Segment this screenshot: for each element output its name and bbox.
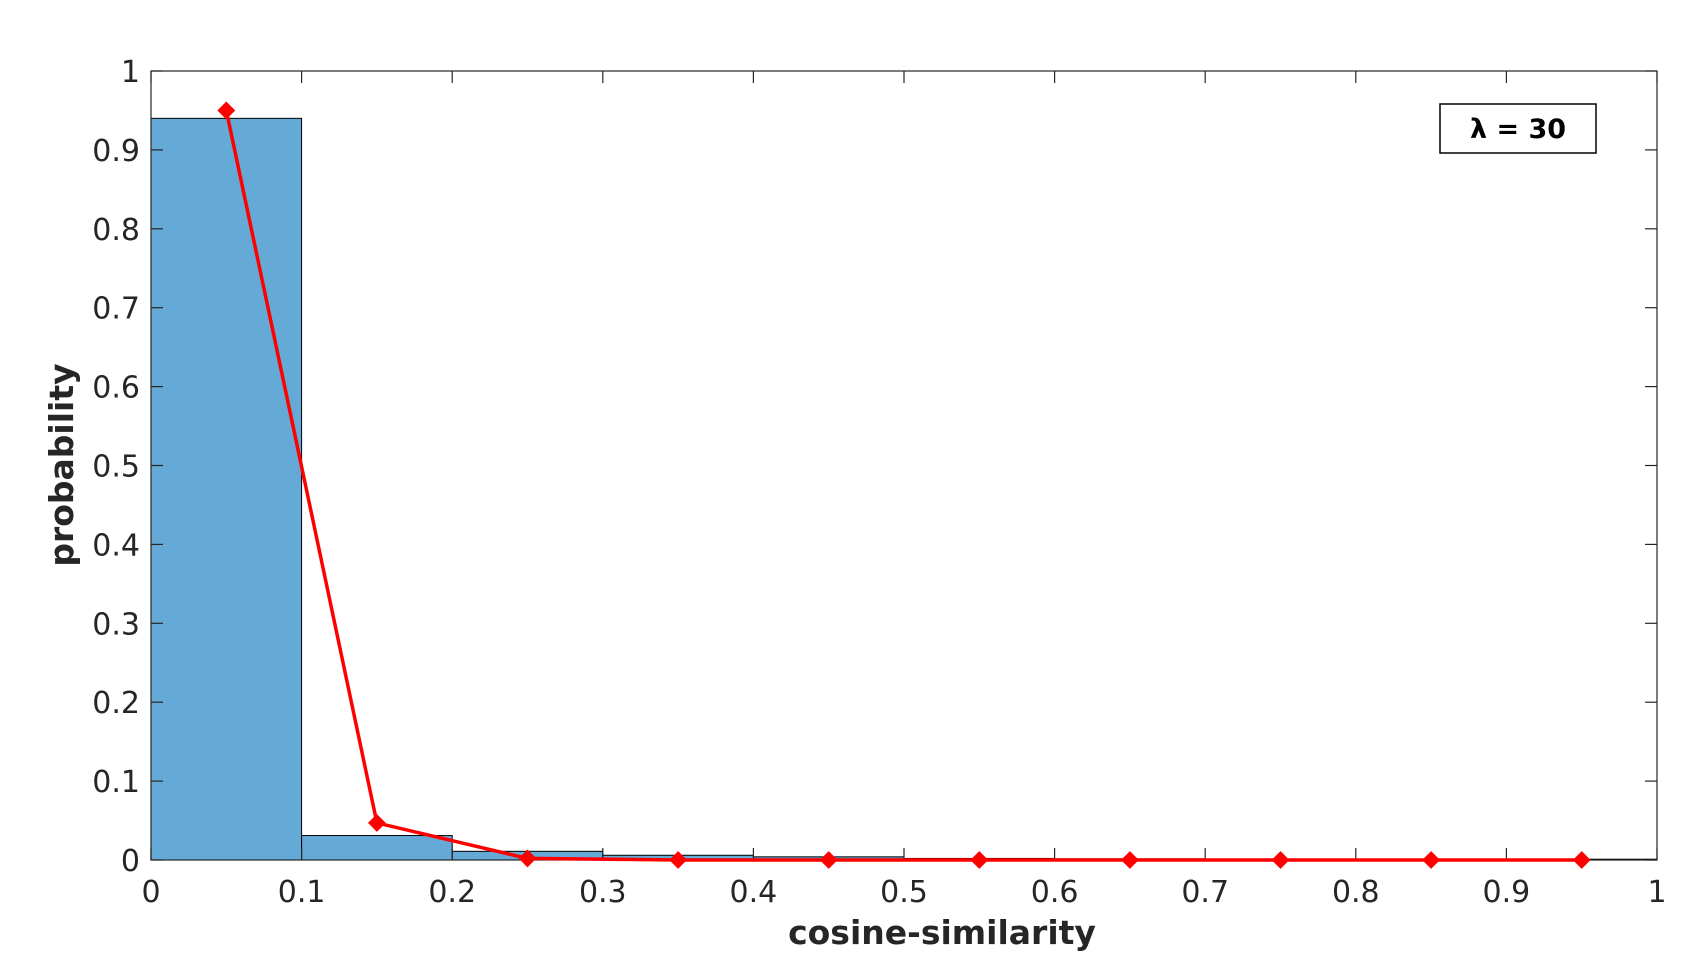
- y-tick-label: 0.2: [92, 686, 140, 721]
- x-tick-label: 0.3: [579, 875, 627, 910]
- y-tick-label: 0.6: [92, 371, 140, 406]
- histogram-bar: [301, 835, 453, 861]
- y-tick-label: 1: [121, 55, 140, 90]
- x-tick-label: 0.7: [1181, 875, 1229, 910]
- series-marker: [970, 851, 989, 869]
- y-tick-label: 0.4: [92, 528, 140, 563]
- x-tick-label: 0.8: [1332, 875, 1380, 910]
- legend-box: [1439, 103, 1597, 154]
- series-marker: [518, 849, 537, 868]
- y-tick-label: 0.3: [92, 607, 140, 642]
- x-tick-label: 0.1: [278, 875, 326, 910]
- x-tick-label: 1: [1647, 875, 1666, 910]
- series-marker: [1572, 851, 1591, 869]
- series-marker: [1120, 851, 1139, 869]
- x-tick-label: 0.2: [428, 875, 476, 910]
- bars-layer: [150, 117, 1658, 861]
- series-marker: [819, 851, 838, 869]
- plot-frame: [150, 70, 1658, 861]
- y-tick-label: 0.8: [92, 213, 140, 248]
- y-tick-label: 0.1: [92, 765, 140, 800]
- x-tick-label: 0.9: [1483, 875, 1531, 910]
- x-tick-label: 0.5: [880, 875, 928, 910]
- series-marker: [1271, 851, 1290, 869]
- axes-layer: 0 0.1 0.2 0.3 0.4 0.5 0.6 0.7 0.8 0.9 1 0 0.1 0.2 0.3 0…: [92, 55, 1666, 910]
- series-marker: [1422, 851, 1441, 869]
- series-marker: [367, 814, 386, 832]
- line-layer: [217, 101, 1591, 869]
- y-tick-label: 0: [121, 844, 140, 879]
- series-marker: [669, 851, 688, 869]
- y-tick-label: 0.9: [92, 134, 140, 169]
- series-line: [224, 110, 1582, 862]
- x-axis-label: cosine-similarity: [788, 913, 1096, 952]
- x-tick-label: 0.6: [1031, 875, 1079, 910]
- legend: λ = 30: [1439, 103, 1597, 154]
- y-tick-label: 0.5: [92, 450, 140, 485]
- x-tick-label: 0.4: [730, 875, 778, 910]
- x-tick-label: 0: [141, 875, 160, 910]
- y-axis-label: probability: [42, 363, 81, 566]
- series-marker: [217, 101, 236, 120]
- y-tick-label: 0.7: [92, 292, 140, 327]
- legend-label: λ = 30: [1470, 114, 1566, 145]
- histogram-bar: [150, 117, 303, 861]
